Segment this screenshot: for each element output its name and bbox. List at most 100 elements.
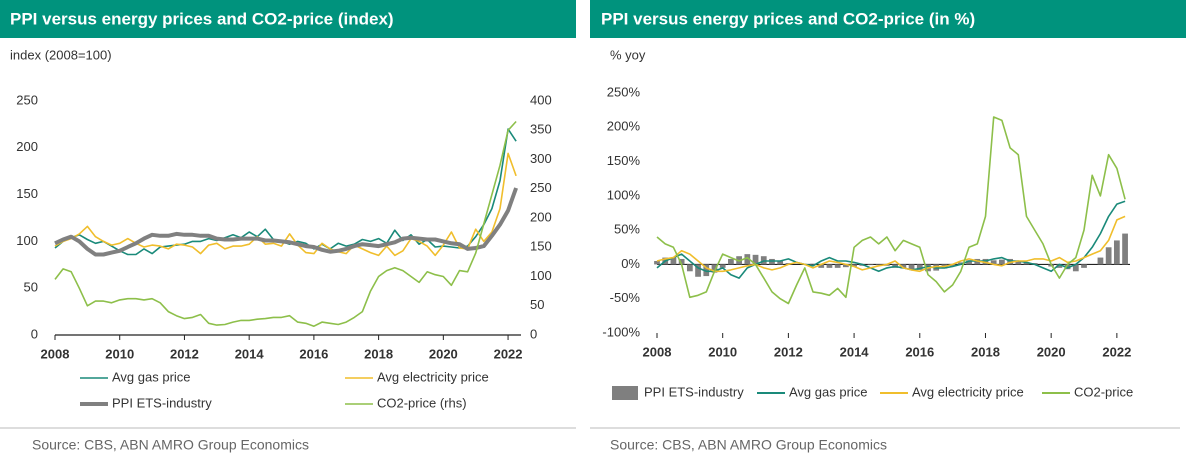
y-tick-label: -100% (602, 324, 640, 339)
y-tick-label: 250% (607, 84, 641, 99)
legend-label: PPI ETS-industry (112, 395, 212, 410)
bar (686, 264, 693, 272)
x-tick-label: 2016 (905, 344, 934, 359)
chart-title: PPI versus energy prices and CO2-price (… (601, 9, 975, 28)
header-bar (590, 0, 1186, 38)
y-tick-label: 250 (16, 92, 38, 107)
x-tick-label: 2008 (643, 344, 672, 359)
y2-tick-label: 150 (530, 239, 552, 254)
line (656, 215, 1126, 273)
bar (966, 260, 972, 265)
x-tick-label: 2010 (708, 344, 737, 359)
x-tick-label: 2014 (235, 346, 265, 361)
bar (777, 261, 784, 265)
x-tick-label: 2018 (971, 344, 1000, 359)
legend-label: Avg gas price (112, 369, 191, 384)
bar (1081, 264, 1087, 268)
bar (949, 264, 956, 267)
y2-tick-label: 400 (530, 92, 552, 107)
y2-tick-label: 250 (530, 180, 552, 195)
y2-tick-label: 350 (530, 122, 552, 137)
y2-tick-label: 200 (530, 209, 552, 224)
bar (826, 264, 833, 268)
bar (818, 264, 825, 268)
bar (1056, 264, 1063, 268)
bar (908, 264, 915, 270)
bar (1105, 247, 1112, 265)
legend-label: Avg electricity price (912, 384, 1024, 399)
bar (916, 264, 923, 270)
source: Source: CBS, ABN AMRO Group Economics (32, 437, 309, 453)
chart-title: PPI versus energy prices and CO2-price (… (10, 9, 394, 28)
bar (1072, 264, 1079, 272)
bar (810, 263, 816, 265)
y-axis-label: index (2008=100) (10, 47, 112, 62)
bar (670, 257, 677, 265)
bar (875, 264, 882, 266)
legend-label: CO2-price (rhs) (377, 395, 467, 410)
x-tick-label: 2022 (494, 346, 523, 361)
bar (1122, 233, 1128, 265)
y-tick-label: -50% (610, 290, 641, 305)
line (656, 200, 1126, 279)
legend-swatch (612, 386, 638, 400)
bar (703, 264, 710, 277)
x-tick-label: 2022 (1102, 344, 1131, 359)
y2-tick-label: 100 (530, 268, 552, 283)
y-tick-label: 0 (31, 326, 38, 341)
bar (999, 259, 1005, 265)
bar (744, 254, 751, 265)
x-tick-label: 2012 (774, 344, 803, 359)
y2-tick-label: 300 (530, 151, 552, 166)
y-tick-label: 200 (16, 139, 38, 154)
y-tick-label: 200% (607, 119, 641, 134)
bar (1097, 257, 1104, 265)
bar (900, 264, 907, 269)
x-tick-label: 2014 (840, 344, 870, 359)
x-tick-label: 2018 (364, 346, 393, 361)
bar (990, 260, 997, 265)
y-axis-label: % yoy (610, 47, 646, 62)
x-tick-label: 2020 (429, 346, 458, 361)
bar (711, 264, 718, 273)
line (54, 120, 517, 327)
bar (1064, 264, 1071, 270)
source: Source: CBS, ABN AMRO Group Economics (610, 437, 887, 453)
bar (654, 261, 660, 265)
line (656, 116, 1126, 305)
y-tick-label: 0% (621, 256, 640, 271)
legend-label: Avg electricity price (377, 369, 489, 384)
y-tick-label: 50% (614, 222, 640, 237)
header-bar (0, 0, 576, 38)
line (54, 187, 518, 257)
bar (728, 258, 734, 265)
x-tick-label: 2016 (299, 346, 328, 361)
x-tick-label: 2012 (170, 346, 199, 361)
y2-tick-label: 50 (530, 297, 544, 312)
bar (867, 264, 874, 266)
x-tick-label: 2020 (1037, 344, 1066, 359)
bar (851, 264, 857, 267)
legend-label: CO2-price (1074, 384, 1133, 399)
legend-label: Avg gas price (789, 384, 868, 399)
bar (957, 262, 964, 265)
y-tick-label: 100% (607, 187, 641, 202)
bar (842, 264, 849, 268)
bar (719, 264, 726, 268)
y-tick-label: 150% (607, 153, 641, 168)
bar (752, 254, 759, 265)
bar (695, 264, 701, 277)
y-tick-label: 50 (24, 280, 38, 295)
y-tick-label: 100 (16, 233, 38, 248)
legend-label: PPI ETS-industry (644, 384, 744, 399)
bar (834, 264, 841, 268)
y-tick-label: 150 (16, 186, 38, 201)
x-tick-label: 2008 (41, 346, 70, 361)
x-tick-label: 2010 (105, 346, 134, 361)
bar (678, 258, 685, 265)
bar (1113, 240, 1120, 265)
line (54, 128, 517, 256)
bar (1023, 262, 1030, 265)
bar (1015, 261, 1022, 265)
